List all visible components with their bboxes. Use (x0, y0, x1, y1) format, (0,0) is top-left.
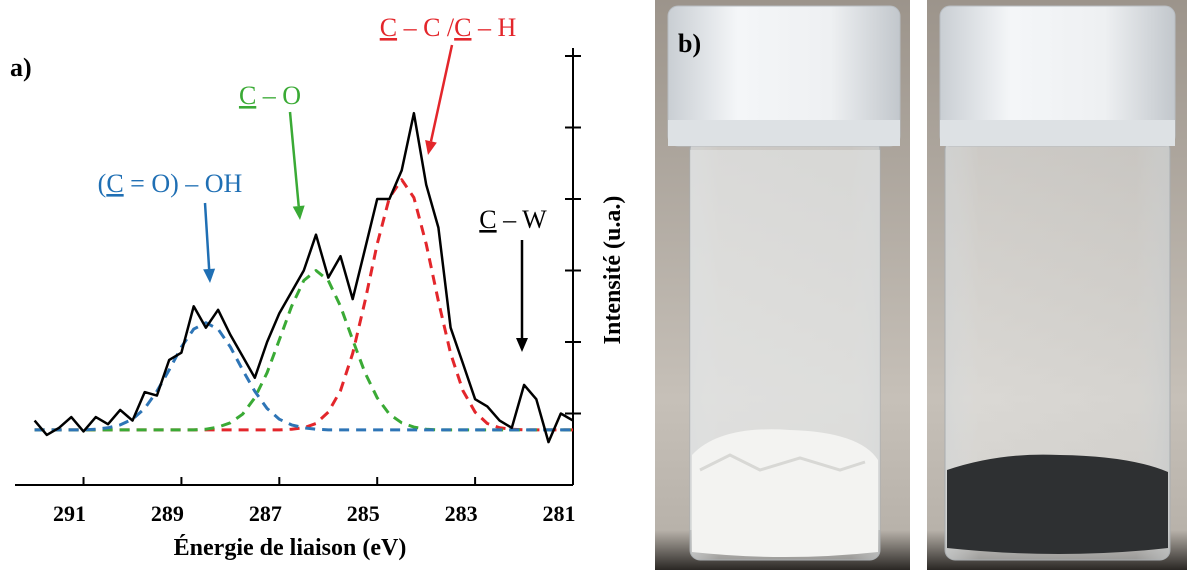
x-axis-title: Énergie de liaison (eV) (174, 535, 407, 561)
annotation: C – W (479, 205, 547, 234)
x-tick-label: 289 (151, 501, 184, 526)
annotation-text: C – O (239, 81, 301, 110)
annotation-arrow (203, 202, 211, 270)
annotation-arrow (288, 111, 300, 207)
annotation-text: C – W (479, 205, 547, 234)
annotation-arrow (429, 44, 454, 142)
arrow-head (516, 338, 528, 352)
fit-curve (34, 321, 573, 432)
y-axis-title: Intensité (u.a.) (600, 196, 626, 345)
photo-white-powder (655, 0, 910, 570)
annotation: C – O (239, 81, 301, 110)
arrow-head (425, 140, 437, 155)
x-tick-label: 285 (347, 501, 380, 526)
annotation-text: C – C /C – H (380, 13, 517, 42)
x-tick-label: 291 (53, 501, 86, 526)
arrow-head (292, 205, 305, 220)
x-tick-label: 283 (445, 501, 478, 526)
x-tick-label: 281 (543, 501, 576, 526)
panel-label: a) (10, 53, 32, 82)
arrow-head (203, 268, 216, 283)
annotation: (C = O) – OH (98, 169, 243, 198)
annotation: C – C /C – H (380, 13, 517, 42)
spectrum-line (33, 111, 574, 444)
photo-black-powder (927, 0, 1187, 570)
annotation-text: (C = O) – OH (98, 169, 243, 198)
x-tick-label: 287 (249, 501, 282, 526)
fit-curve (34, 269, 573, 432)
panel-label: b) (678, 29, 701, 58)
